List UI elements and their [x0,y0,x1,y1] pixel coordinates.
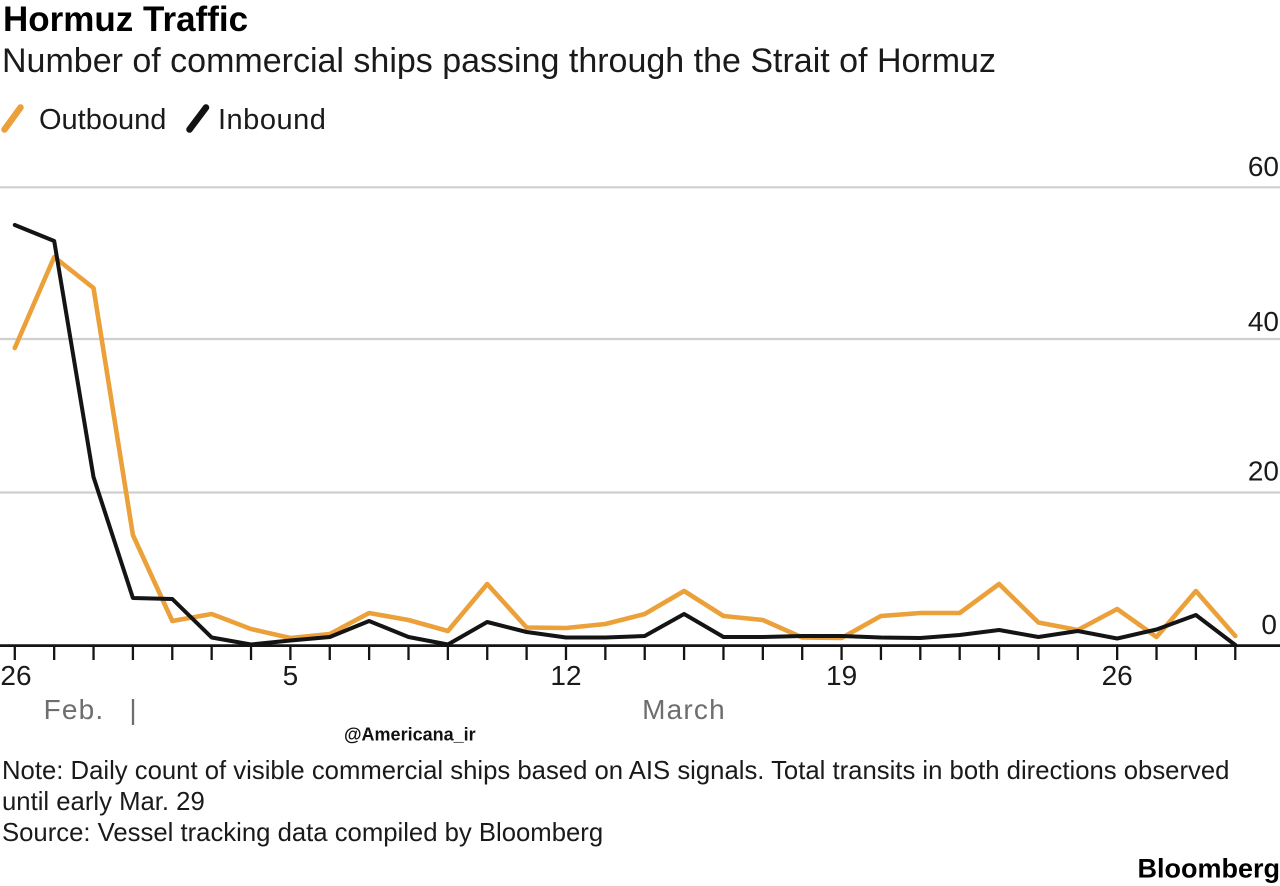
svg-text:26: 26 [0,660,31,691]
svg-text:|: | [129,694,136,725]
svg-text:19: 19 [826,660,857,691]
svg-text:26: 26 [1102,660,1133,691]
svg-text:Note: Daily count of visible c: Note: Daily count of visible commercial … [2,757,1229,785]
svg-text:@Americana_ir: @Americana_ir [344,725,476,745]
svg-text:5: 5 [283,660,299,691]
svg-text:Bloomberg: Bloomberg [1137,854,1280,884]
svg-text:March: March [642,694,726,725]
svg-text:40: 40 [1248,306,1279,337]
svg-text:60: 60 [1248,151,1279,182]
svg-text:Feb.: Feb. [44,694,105,725]
svg-text:12: 12 [550,660,581,691]
svg-text:until early Mar. 29: until early Mar. 29 [2,788,205,816]
svg-text:0: 0 [1261,609,1277,640]
svg-text:Hormuz Traffic: Hormuz Traffic [3,0,248,39]
svg-text:20: 20 [1248,456,1279,487]
svg-text:Inbound: Inbound [218,104,326,136]
svg-text:Source: Vessel tracking data c: Source: Vessel tracking data compiled by… [2,819,603,847]
svg-text:Number of commercial ships pas: Number of commercial ships passing throu… [2,42,996,80]
svg-text:Outbound: Outbound [39,104,166,136]
